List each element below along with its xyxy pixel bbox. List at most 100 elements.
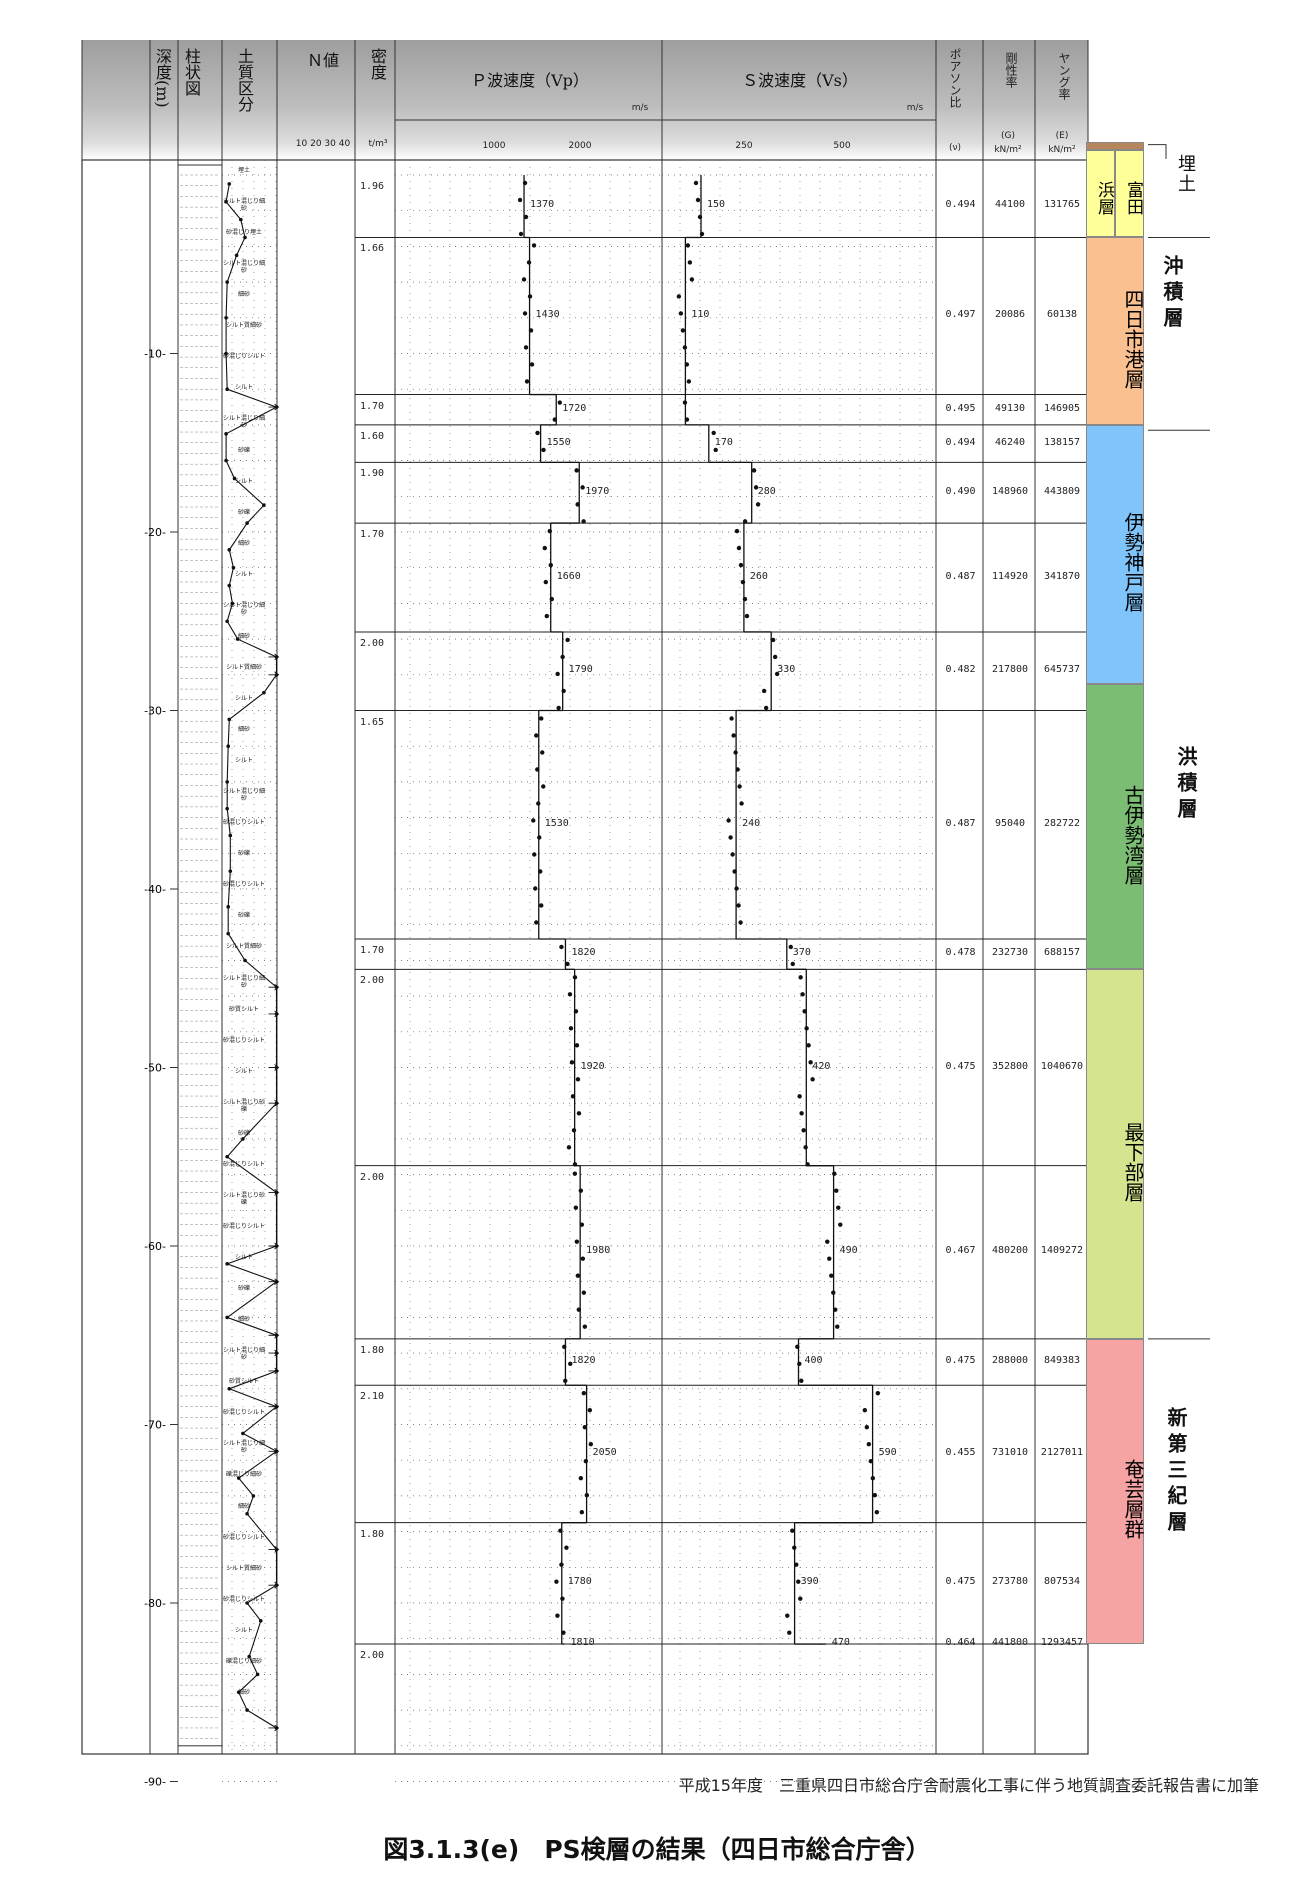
vs-value: 260 <box>749 570 768 582</box>
poisson-value: 0.482 <box>945 664 976 676</box>
vp-point <box>526 260 532 265</box>
poisson-value: 0.497 <box>945 309 976 320</box>
soil-label: シルト混じり細砂 <box>222 198 265 213</box>
vs-point <box>772 654 778 660</box>
vp-point <box>542 545 547 551</box>
vs-value: 470 <box>831 1637 850 1649</box>
geologic-group-label: 埋土 <box>1175 153 1196 194</box>
shear-modulus-value: 44100 <box>994 199 1026 211</box>
vp-point <box>555 1613 560 1618</box>
vs-value: 400 <box>804 1355 823 1367</box>
n-value-arrow <box>268 983 280 991</box>
soil-label: シルト <box>234 477 253 485</box>
n-value-arrow <box>268 1099 280 1107</box>
depth-tick-label: -40- <box>144 883 166 896</box>
header-n-value: Ｎ値 <box>306 51 339 70</box>
vp-point <box>582 1324 588 1329</box>
vp-point <box>575 1077 581 1082</box>
shear-modulus-value: 441800 <box>991 1637 1029 1649</box>
n-value-point <box>243 235 247 240</box>
vp-point <box>555 671 560 677</box>
vs-point <box>795 1344 800 1350</box>
young-modulus-value: 60138 <box>1046 309 1078 320</box>
vp-point <box>587 1408 593 1413</box>
shear-modulus-value: 20086 <box>994 309 1026 320</box>
vp-point <box>559 944 564 950</box>
vs-point <box>808 1060 813 1065</box>
vp-point <box>560 654 565 660</box>
soil-label: シルト混じり細砂 <box>222 601 265 616</box>
header-shear: 剛性率 <box>1004 52 1018 88</box>
young-modulus-value: 849383 <box>1043 1355 1081 1367</box>
vs-tick-250: 250 <box>735 141 753 151</box>
soil-label: 細砂 <box>237 1316 250 1324</box>
vs-point <box>713 447 718 453</box>
vs-point <box>763 705 769 711</box>
young-modulus-value: 2127011 <box>1040 1446 1084 1458</box>
vp-point <box>533 886 538 891</box>
density-value: 1.70 <box>360 529 385 541</box>
soil-label: 細砂 <box>237 539 250 547</box>
vs-point <box>684 417 690 422</box>
n-value-point <box>225 280 229 284</box>
fill-top-band <box>1086 142 1144 151</box>
soil-label: シルト混じり細砂 <box>222 788 265 803</box>
header-n-scale: 10 20 30 40 <box>295 139 351 149</box>
header-density-unit: t/m³ <box>368 139 388 149</box>
soil-label: 砂混じりシルト <box>222 881 265 889</box>
soil-label: シルト <box>234 1626 253 1634</box>
soil-label: 砂混じりシルト <box>222 1533 265 1541</box>
vp-point <box>574 1043 580 1048</box>
vs-point <box>785 1613 790 1618</box>
n-value-arrow <box>268 1403 280 1411</box>
vs-point <box>738 562 744 568</box>
header-vs-unit: m/s <box>906 103 924 113</box>
density-value: 1.66 <box>360 243 385 255</box>
density-value: 2.00 <box>360 1650 385 1662</box>
vp-point <box>581 1290 587 1295</box>
vp-point <box>541 784 546 789</box>
n-value-point <box>245 1511 249 1516</box>
soil-label: 細砂 <box>237 1688 250 1696</box>
depth-tick-label: -50- <box>144 1062 166 1075</box>
n-value-point <box>230 601 235 606</box>
vs-value: 390 <box>800 1576 819 1588</box>
header-young: ヤング率 <box>1057 52 1071 100</box>
header-young-unit: (E) <box>1055 131 1069 141</box>
poisson-value: 0.464 <box>945 1637 976 1649</box>
young-modulus-value: 807534 <box>1043 1576 1081 1588</box>
stratum-band: 古伊勢湾層 <box>1086 683 1145 970</box>
vp-point <box>548 562 553 568</box>
vs-point <box>872 1493 878 1498</box>
n-value-arrow <box>268 1278 280 1286</box>
geologic-group-label: 新第三紀層 <box>1164 1406 1188 1537</box>
vp-point <box>563 1378 568 1384</box>
density-value: 1.70 <box>360 400 385 412</box>
depth-tick-label: -60- <box>144 1240 166 1253</box>
n-value-arrow <box>268 1447 280 1455</box>
vp-point <box>529 362 535 367</box>
soil-label: シルト質細砂 <box>225 943 262 951</box>
young-modulus-value: 1040670 <box>1040 1060 1084 1072</box>
vp-value: 1980 <box>586 1245 611 1257</box>
vs-point <box>738 920 743 925</box>
vp-point <box>552 417 557 422</box>
shear-modulus-value: 232730 <box>991 947 1029 959</box>
vp-point <box>565 637 570 643</box>
vp-point <box>549 596 554 602</box>
n-value-point <box>227 717 232 722</box>
soil-label: 砂質シルト <box>228 1005 259 1013</box>
young-modulus-value: 1293457 <box>1040 1637 1084 1649</box>
n-value-point <box>226 744 230 748</box>
depth-tick-label: -70- <box>144 1419 166 1432</box>
vs-point <box>730 852 735 857</box>
vs-point <box>800 992 805 997</box>
vs-point <box>870 1476 876 1481</box>
vp-value: 1550 <box>546 436 571 448</box>
vs-value: 170 <box>714 436 733 448</box>
vp-value: 1780 <box>567 1576 592 1588</box>
vs-value: 280 <box>757 485 776 497</box>
vs-point <box>697 214 703 220</box>
header-vp-unit: m/s <box>631 103 649 113</box>
vs-value: 150 <box>707 199 726 211</box>
